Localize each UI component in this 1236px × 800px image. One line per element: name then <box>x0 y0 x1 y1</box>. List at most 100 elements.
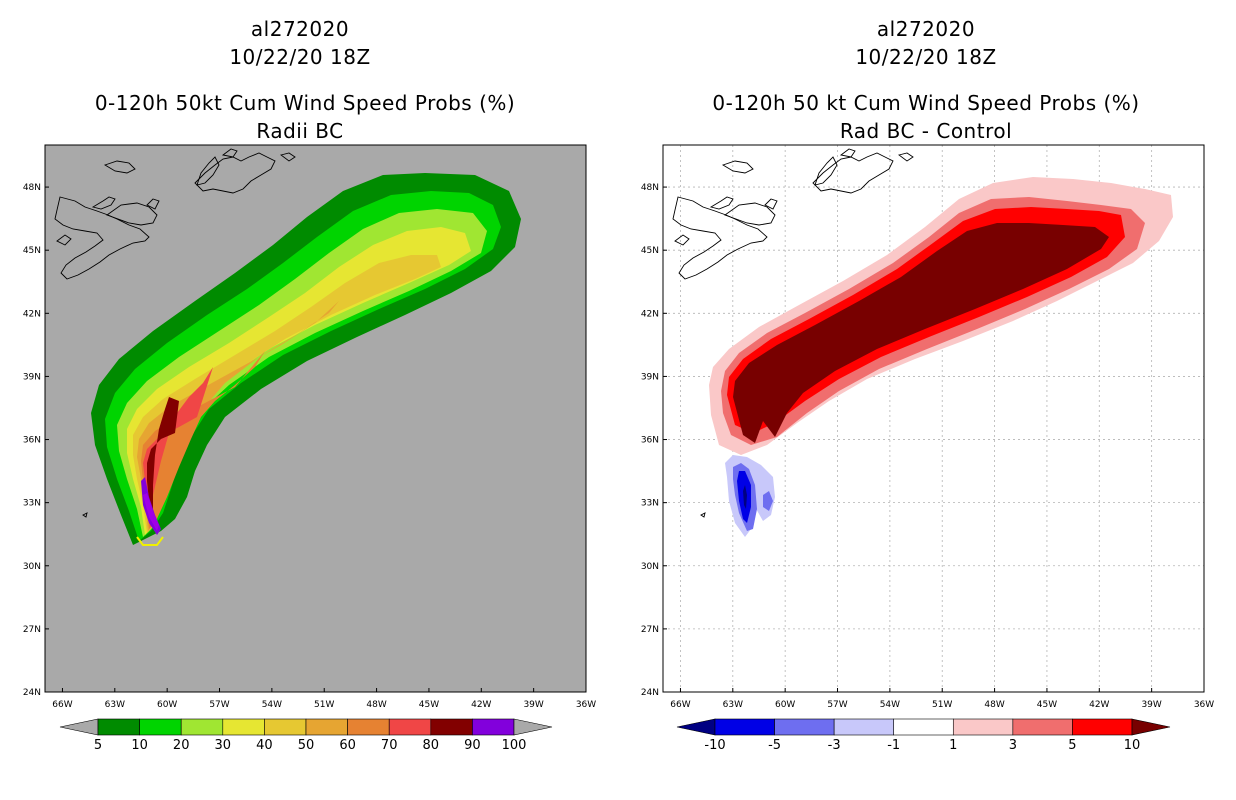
lat-tick-label: 24N <box>23 688 41 698</box>
lat-tick-label: 27N <box>641 625 659 635</box>
colorbar-swatch <box>180 718 224 736</box>
colorbar-swatch <box>305 718 348 736</box>
colorbar-label: 10 <box>1124 738 1141 753</box>
right-storm-id: al272020 <box>876 17 976 41</box>
lat-tick-label: 45N <box>23 246 41 256</box>
colorbar-swatch <box>430 718 473 736</box>
left-contour-20 <box>117 209 487 537</box>
right-contour-neg-10 <box>743 485 747 509</box>
colorbar-label: 3 <box>1009 738 1017 753</box>
right-map-frame <box>662 144 1205 693</box>
right-contour-neg-3b <box>763 491 773 511</box>
colorbar-swatch <box>952 718 1014 736</box>
left-storm-id: al272020 <box>250 17 350 41</box>
lat-tick-label: 39N <box>23 372 41 382</box>
colorbar-over-triangle <box>513 718 553 736</box>
left-date: 10/22/20 18Z <box>229 45 371 69</box>
lon-tick-label: 57W <box>827 700 847 710</box>
colorbar-label: 40 <box>256 738 273 753</box>
right-difference-field <box>709 177 1173 537</box>
colorbar-swatch <box>714 718 775 736</box>
lat-tick-label: 36N <box>641 436 659 446</box>
lat-tick-label: 48N <box>23 183 41 193</box>
left-contour-100 <box>143 493 159 531</box>
left-outer-tip <box>136 536 164 546</box>
lon-tick-label: 39W <box>523 700 543 710</box>
left-map-frame <box>44 144 587 693</box>
lat-tick-label: 42N <box>641 309 659 319</box>
right-map-panel: 48N 45N 42N 39N 36N 33N 30N 27N 24N 66W 63W 60W 57W… <box>641 144 1214 710</box>
lat-tick-label: 33N <box>641 499 659 509</box>
lat-tick-label: 30N <box>641 562 659 572</box>
colorbar-swatch <box>264 718 307 736</box>
colorbar-label: 30 <box>215 738 232 753</box>
lon-tick-label: 60W <box>157 700 177 710</box>
lat-tick-label: 39N <box>641 372 659 382</box>
lat-tick-label: 27N <box>23 625 41 635</box>
lon-tick-label: 57W <box>209 700 229 710</box>
lat-tick-label: 33N <box>23 499 41 509</box>
right-title-line1: 0-120h 50 kt Cum Wind Speed Probs (%) <box>712 91 1140 115</box>
colorbar-swatch <box>388 718 432 736</box>
colorbar-swatch <box>893 718 954 736</box>
lat-tick-label: 45N <box>641 246 659 256</box>
colorbar-swatch <box>222 718 265 736</box>
lon-tick-label: 42W <box>471 700 491 710</box>
lat-tick-label: 48N <box>641 183 659 193</box>
colorbar-label: -1 <box>887 738 900 753</box>
lon-tick-label: 36W <box>1194 700 1214 710</box>
lon-tick-label: 48W <box>366 700 386 710</box>
left-title-line1: 0-120h 50kt Cum Wind Speed Probs (%) <box>94 91 516 115</box>
lat-tick-label: 36N <box>23 436 41 446</box>
lat-tick-label: 24N <box>641 688 659 698</box>
colorbar-label: 70 <box>381 738 398 753</box>
lon-tick-label: 54W <box>262 700 282 710</box>
left-contour-80 <box>147 397 179 525</box>
colorbar-label: 10 <box>131 738 148 753</box>
colorbar-label: 80 <box>423 738 440 753</box>
colorbar-label: 90 <box>464 738 481 753</box>
lon-tick-label: 54W <box>880 700 900 710</box>
colorbar-under-triangle <box>59 718 99 736</box>
lon-tick-label: 51W <box>932 700 952 710</box>
lon-tick-label: 42W <box>1089 700 1109 710</box>
right-colorbar: -10 -5 -3 -1 1 3 5 10 <box>676 718 1171 753</box>
right-title-line2: Rad BC - Control <box>839 119 1013 143</box>
right-lon-labels: 66W 63W 60W 57W 54W 51W 48W 45W 42W 39W 36W <box>670 688 1214 710</box>
lon-tick-label: 51W <box>314 700 334 710</box>
lon-tick-label: 39W <box>1141 700 1161 710</box>
left-probability-swath <box>91 173 521 546</box>
lon-tick-label: 36W <box>576 700 596 710</box>
colorbar-label: 20 <box>173 738 190 753</box>
left-contour-70 <box>143 367 213 527</box>
lat-tick-label: 30N <box>23 562 41 572</box>
lat-tick-label: 42N <box>23 309 41 319</box>
colorbar-label: 60 <box>339 738 356 753</box>
lon-tick-label: 60W <box>775 700 795 710</box>
lon-tick-label: 66W <box>52 700 72 710</box>
lon-tick-label: 63W <box>723 700 743 710</box>
right-date: 10/22/20 18Z <box>855 45 997 69</box>
lon-tick-label: 66W <box>670 700 690 710</box>
lon-tick-label: 45W <box>1037 700 1057 710</box>
colorbar-swatch <box>97 718 140 736</box>
lon-tick-label: 48W <box>984 700 1004 710</box>
colorbar-label: -3 <box>828 738 841 753</box>
colorbar-label: -10 <box>704 738 725 753</box>
right-contour-pos-10 <box>733 223 1109 443</box>
colorbar-swatch <box>1012 718 1073 736</box>
colorbar-label: 50 <box>298 738 315 753</box>
colorbar-swatch <box>139 718 182 736</box>
left-map-panel: 48N 45N 42N 39N 36N 33N 30N 27N 24N 66W 63W 60W 57W… <box>23 144 596 710</box>
colorbar-swatch <box>347 718 390 736</box>
left-title-line2: Radii BC <box>256 119 344 143</box>
colorbar-label: 5 <box>94 738 102 753</box>
left-contour-60 <box>141 351 265 529</box>
colorbar-label: 5 <box>1068 738 1076 753</box>
colorbar-label: 1 <box>949 738 957 753</box>
left-colorbar: 5 10 20 30 40 50 60 70 80 90 100 <box>59 718 553 753</box>
colorbar-under-triangle <box>676 718 716 736</box>
colorbar-swatch <box>833 718 895 736</box>
lon-tick-label: 63W <box>105 700 125 710</box>
